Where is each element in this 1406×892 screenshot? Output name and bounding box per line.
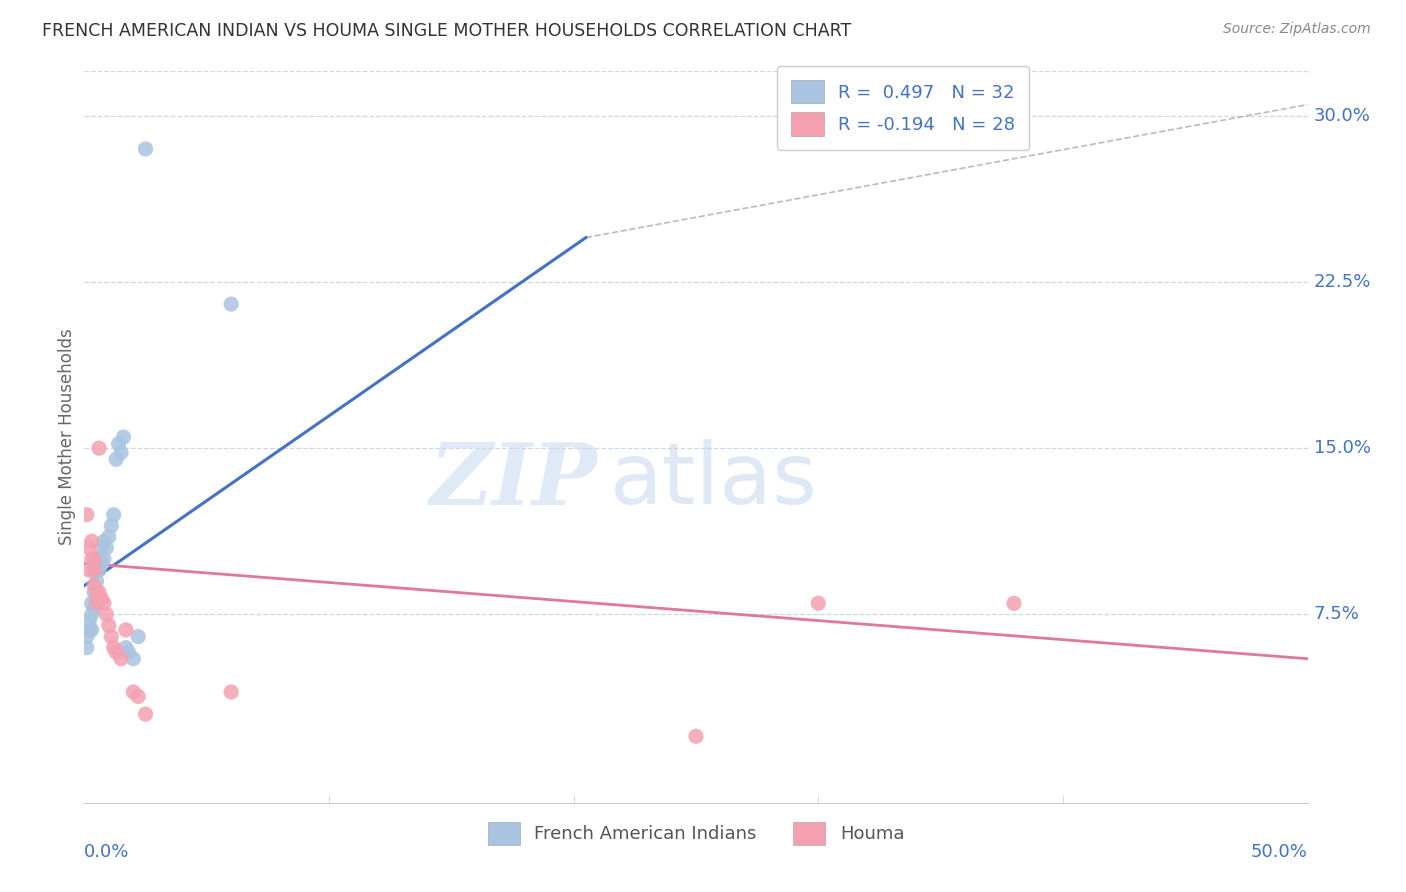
- Point: [86, 591, 108, 606]
- Point: [96, 607, 118, 622]
- Point: [87, 585, 110, 599]
- Point: [87, 563, 110, 577]
- Point: [77, 614, 100, 628]
- Point: [77, 623, 100, 637]
- Point: [219, 297, 242, 311]
- Point: [93, 596, 115, 610]
- Text: ZIP: ZIP: [430, 439, 598, 523]
- Point: [80, 534, 103, 549]
- Text: 0.0%: 0.0%: [84, 843, 129, 861]
- Point: [90, 591, 112, 606]
- Point: [76, 508, 98, 522]
- Point: [110, 651, 132, 665]
- Point: [105, 452, 128, 467]
- Point: [122, 685, 145, 699]
- Legend: French American Indians, Houma: French American Indians, Houma: [472, 807, 920, 860]
- Point: [86, 596, 108, 610]
- Point: [127, 630, 149, 644]
- Point: [115, 623, 138, 637]
- Point: [93, 534, 115, 549]
- Point: [97, 530, 120, 544]
- Point: [76, 640, 98, 655]
- Point: [87, 552, 110, 566]
- Point: [80, 623, 103, 637]
- Point: [83, 585, 105, 599]
- Point: [115, 640, 138, 655]
- Point: [83, 563, 105, 577]
- Point: [76, 630, 98, 644]
- Point: [112, 430, 135, 444]
- Point: [97, 618, 120, 632]
- Point: [96, 541, 118, 555]
- Point: [1002, 596, 1025, 610]
- Point: [117, 645, 139, 659]
- Point: [100, 518, 122, 533]
- Point: [103, 640, 125, 655]
- Text: FRENCH AMERICAN INDIAN VS HOUMA SINGLE MOTHER HOUSEHOLDS CORRELATION CHART: FRENCH AMERICAN INDIAN VS HOUMA SINGLE M…: [42, 22, 852, 40]
- Point: [77, 563, 100, 577]
- Point: [77, 541, 100, 555]
- Text: 7.5%: 7.5%: [1313, 606, 1360, 624]
- Point: [103, 508, 125, 522]
- Point: [105, 645, 128, 659]
- Y-axis label: Single Mother Households: Single Mother Households: [58, 329, 76, 545]
- Point: [93, 552, 115, 566]
- Point: [107, 436, 129, 450]
- Text: 15.0%: 15.0%: [1313, 439, 1371, 458]
- Point: [135, 142, 157, 156]
- Point: [83, 600, 105, 615]
- Point: [86, 574, 108, 589]
- Point: [135, 707, 157, 722]
- Point: [86, 585, 108, 599]
- Point: [122, 651, 145, 665]
- Text: 50.0%: 50.0%: [1251, 843, 1308, 861]
- Point: [83, 552, 105, 566]
- Point: [90, 541, 112, 555]
- Text: 22.5%: 22.5%: [1313, 273, 1371, 291]
- Point: [87, 441, 110, 455]
- Point: [100, 630, 122, 644]
- Point: [685, 729, 707, 743]
- Point: [127, 690, 149, 704]
- Point: [219, 685, 242, 699]
- Point: [807, 596, 830, 610]
- Point: [80, 607, 103, 622]
- Point: [80, 596, 103, 610]
- Text: Source: ZipAtlas.com: Source: ZipAtlas.com: [1223, 22, 1371, 37]
- Text: atlas: atlas: [610, 440, 818, 523]
- Text: 30.0%: 30.0%: [1313, 107, 1371, 125]
- Point: [110, 445, 132, 459]
- Point: [83, 578, 105, 592]
- Point: [90, 557, 112, 571]
- Point: [86, 563, 108, 577]
- Point: [80, 552, 103, 566]
